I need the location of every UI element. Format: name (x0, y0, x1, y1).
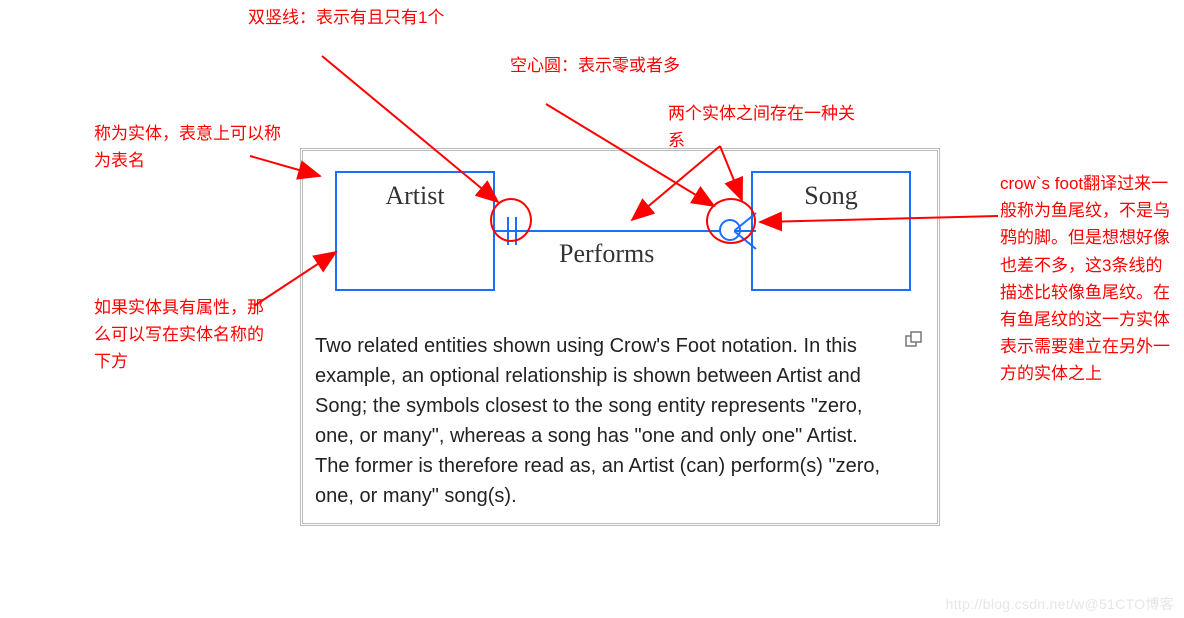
anno-entity-attrs: 如果实体具有属性，那么可以写在实体名称的下方 (94, 294, 264, 376)
entity-artist: Artist (335, 171, 495, 291)
figure-caption: Two related entities shown using Crow's … (315, 331, 925, 511)
anno-hollow-circle: 空心圆：表示零或者多 (510, 52, 730, 79)
er-diagram: Artist Song Performs (311, 157, 929, 327)
entity-song-label: Song (804, 181, 857, 211)
watermark: http://blog.csdn.net/w@51CTO博客 (946, 594, 1174, 614)
figure-container: Artist Song Performs Two related entitie… (300, 148, 940, 526)
highlight-circle-crows-foot (706, 198, 756, 244)
entity-song: Song (751, 171, 911, 291)
anno-crows-foot: crow`s foot翻译过来一般称为鱼尾纹，不是乌鸦的脚。但是想想好像也差不多… (1000, 170, 1175, 388)
anno-relationship-exists: 两个实体之间存在一种关系 (668, 100, 858, 154)
anno-entity-name: 称为实体，表意上可以称为表名 (94, 120, 284, 174)
highlight-circle-double-bar (490, 198, 532, 242)
entity-artist-label: Artist (385, 181, 444, 211)
anno-double-bar: 双竖线：表示有且只有1个 (248, 4, 448, 31)
relationship-label: Performs (559, 239, 654, 269)
expand-icon[interactable] (905, 331, 923, 349)
relationship-line (533, 230, 721, 232)
